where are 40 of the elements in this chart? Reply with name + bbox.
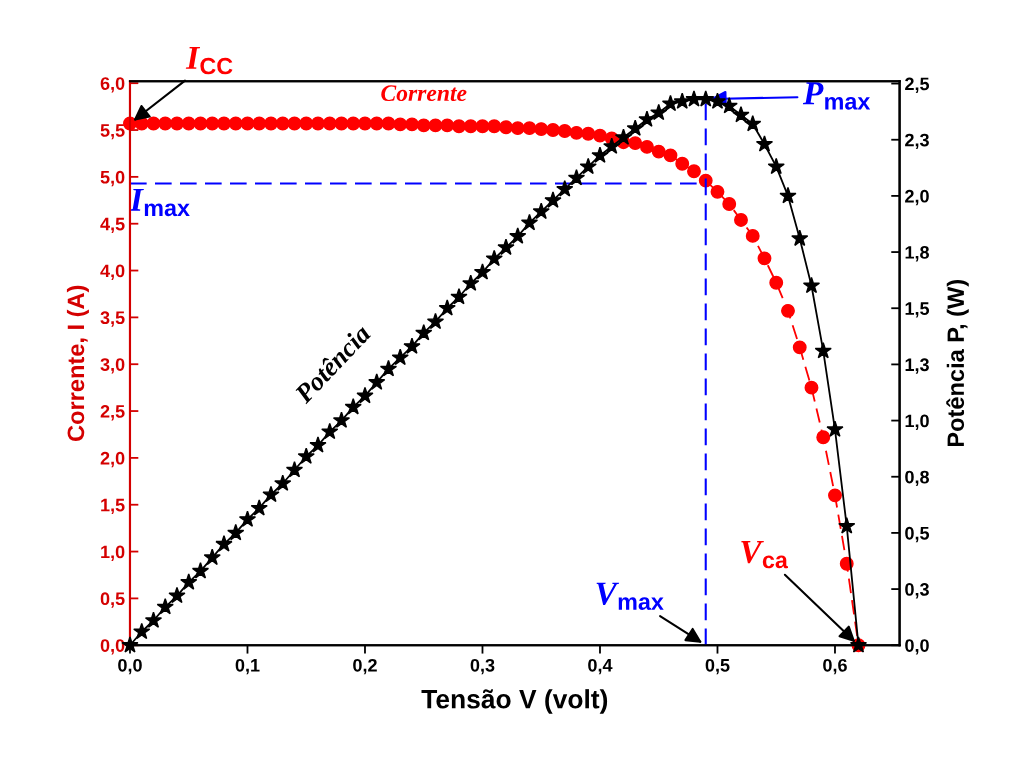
- x-tick-label: 0,2: [353, 658, 377, 675]
- y-tick-label: 5,5: [100, 124, 125, 140]
- y2-tick-label: 1,5: [905, 302, 930, 318]
- annotation: V$_{max}$: [596, 582, 664, 610]
- y-tick-label: 3,5: [100, 311, 125, 327]
- x-tick-label: 0,6: [823, 658, 847, 675]
- y2-tick-label: 2,0: [905, 189, 929, 206]
- y-tick-label: 3,0: [100, 358, 125, 374]
- y2-tick-label: 0,0: [905, 639, 929, 655]
- y-tick-label: 6,0: [100, 77, 125, 93]
- x-tick-label: 0,1: [235, 658, 260, 675]
- y-tick-label: 4,0: [100, 264, 125, 280]
- y-tick-label: 5,0: [100, 170, 125, 187]
- y2-tick-label: 2,5: [905, 77, 930, 93]
- x-tick-label: 0,0: [118, 658, 142, 675]
- y2-tick-label: 1,0: [905, 414, 929, 430]
- y2-tick-label: 0,3: [905, 583, 929, 599]
- y-axis-title: Corrente, I (A): [66, 285, 89, 442]
- series-label: Corrente: [381, 85, 467, 102]
- y2-tick-label: 0,5: [905, 526, 930, 543]
- x-tick-label: 0,4: [588, 658, 613, 675]
- y-tick-label: 4,5: [100, 217, 125, 234]
- y2-tick-label: 2,3: [905, 133, 929, 150]
- annotation: V$_{ca}$: [741, 540, 789, 569]
- y-tick-label: 0,5: [100, 592, 125, 608]
- annotation: I$_{max}$: [129, 188, 190, 217]
- y2-tick-label: 1,8: [905, 246, 930, 262]
- y2-axis-title: Potência P, (W): [946, 280, 969, 447]
- y-tick-label: 2,5: [100, 404, 125, 421]
- x-axis-title: Tensão V (volt): [421, 689, 608, 714]
- y-tick-label: 1,5: [101, 498, 125, 515]
- y-tick-label: 2,0: [100, 451, 125, 468]
- y2-tick-label: 0,8: [905, 470, 930, 487]
- annotation: I$_{CC}$: [185, 46, 233, 75]
- x-tick-label: 0,3: [470, 658, 495, 675]
- y-tick-label: 0,0: [100, 639, 125, 655]
- y-tick-label: 1,0: [101, 545, 125, 561]
- y2-tick-label: 1,3: [905, 358, 929, 374]
- annotation: P$_{max}$: [802, 82, 871, 110]
- x-tick-label: 0,5: [705, 658, 730, 675]
